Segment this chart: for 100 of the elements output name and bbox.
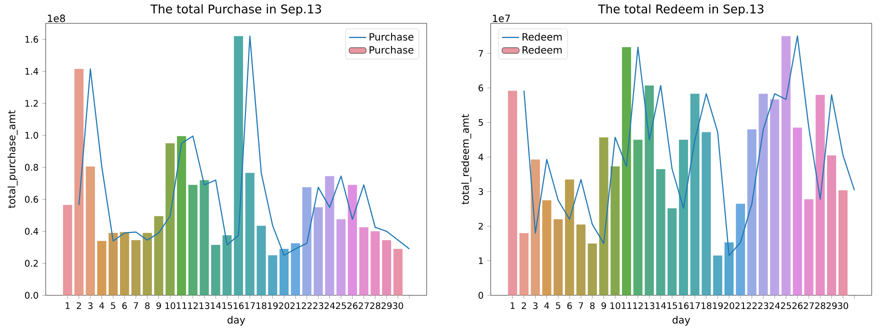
bar bbox=[325, 176, 334, 296]
bar bbox=[508, 90, 518, 296]
bar bbox=[222, 235, 232, 296]
bar bbox=[622, 47, 632, 296]
bar bbox=[108, 232, 118, 296]
x-tick-label: 12 bbox=[633, 302, 643, 309]
x-tick-label: 23 bbox=[313, 302, 324, 310]
chart-title: The total Purchase in Sep.13 bbox=[150, 4, 321, 16]
bar bbox=[644, 86, 654, 296]
y-tick-label: 6 bbox=[478, 84, 484, 92]
bar bbox=[142, 232, 152, 296]
x-tick-label: 4 bbox=[544, 302, 550, 309]
x-tick-label: 20 bbox=[724, 302, 734, 310]
x-tick-label: 1 bbox=[66, 302, 70, 309]
bar bbox=[599, 137, 608, 296]
bar bbox=[554, 219, 563, 296]
legend-label: Purchase bbox=[370, 32, 414, 41]
x-tick-label: 3 bbox=[88, 302, 92, 310]
y-tick-label: 4 bbox=[478, 154, 484, 160]
x-tick-label: 14 bbox=[210, 302, 221, 309]
bar bbox=[268, 255, 278, 296]
x-tick-label: 25 bbox=[336, 302, 346, 310]
bar bbox=[382, 240, 392, 296]
x-tick-label: 10 bbox=[610, 302, 620, 310]
x-tick-label: 13 bbox=[200, 302, 210, 310]
y-tick-label: 0.4 bbox=[25, 228, 38, 235]
y-tick-label: 1.2 bbox=[25, 100, 38, 107]
x-tick-label: 3 bbox=[533, 302, 538, 310]
x-tick-label: 7 bbox=[134, 302, 138, 309]
bar bbox=[154, 216, 164, 296]
y-tick-label: 2 bbox=[478, 222, 483, 230]
x-tick-label: 15 bbox=[222, 302, 232, 309]
bar bbox=[816, 94, 825, 296]
bar bbox=[131, 240, 140, 296]
x-tick-label: 7 bbox=[578, 302, 584, 309]
y-axis-title: total_purchase_amt bbox=[8, 110, 18, 208]
x-tick-label: 22 bbox=[302, 302, 312, 309]
y-tick-label: 5 bbox=[478, 119, 483, 126]
x-tick-label: 9 bbox=[601, 302, 606, 310]
x-tick-label: 5 bbox=[556, 302, 560, 309]
bar bbox=[97, 240, 106, 296]
bar bbox=[827, 155, 836, 296]
x-tick-label: 8 bbox=[590, 302, 595, 310]
x-tick-label: 18 bbox=[256, 302, 266, 310]
bar bbox=[758, 94, 768, 296]
bar bbox=[348, 184, 357, 296]
x-tick-label: 1 bbox=[510, 302, 515, 309]
legend-label: Purchase bbox=[370, 46, 414, 54]
y-tick-label: 1.4 bbox=[25, 68, 38, 75]
x-tick-label: 10 bbox=[165, 302, 176, 310]
bar bbox=[200, 180, 209, 296]
bar bbox=[336, 219, 346, 296]
y-axis-title: total_redeem_amt bbox=[461, 114, 472, 204]
x-tick-label: 19 bbox=[268, 302, 278, 310]
x-tick-label: 30 bbox=[838, 302, 848, 310]
bar bbox=[530, 159, 540, 296]
bar bbox=[702, 132, 711, 296]
bar bbox=[359, 227, 368, 296]
x-tick-label: 17 bbox=[690, 302, 700, 309]
bar bbox=[234, 36, 244, 296]
bar bbox=[280, 248, 289, 296]
bar bbox=[314, 207, 323, 296]
bar bbox=[678, 140, 688, 296]
bar bbox=[176, 136, 186, 296]
y-tick-label: 1 bbox=[478, 257, 483, 264]
bar bbox=[519, 233, 529, 296]
x-tick-label: 12 bbox=[188, 302, 198, 309]
y-tick-label: 0.8 bbox=[25, 164, 38, 171]
y-tick-label: 1.6 bbox=[25, 36, 38, 43]
legend-label: Redeem bbox=[522, 32, 562, 41]
bar bbox=[245, 172, 254, 296]
x-tick-label: 2 bbox=[76, 302, 81, 309]
bar bbox=[724, 242, 734, 296]
x-tick-label: 19 bbox=[712, 302, 723, 310]
bar bbox=[804, 199, 814, 296]
text: 1e8 bbox=[48, 14, 66, 22]
bar bbox=[747, 129, 756, 296]
legend-label: Redeem bbox=[522, 46, 562, 54]
y-tick-label: 0 bbox=[478, 292, 484, 299]
bar bbox=[770, 99, 780, 296]
bar bbox=[393, 248, 403, 296]
x-tick-label: 9 bbox=[156, 302, 161, 310]
bar bbox=[736, 204, 746, 296]
x-tick-label: 28 bbox=[370, 302, 380, 310]
y-tick-label: 0.6 bbox=[25, 196, 38, 203]
y-tick-label: 1.0 bbox=[25, 132, 38, 139]
bar bbox=[588, 243, 597, 296]
x-axis-title: day bbox=[228, 316, 246, 326]
bar bbox=[713, 256, 722, 296]
text: 1e7 bbox=[493, 14, 510, 22]
x-axis-title: day bbox=[672, 316, 690, 326]
x-tick-label: 29 bbox=[826, 302, 837, 310]
x-tick-label: 24 bbox=[324, 302, 335, 309]
x-tick-label: 21 bbox=[290, 302, 300, 309]
bar bbox=[211, 244, 220, 296]
x-tick-label: 11 bbox=[176, 302, 186, 309]
bar bbox=[86, 166, 95, 296]
x-tick-label: 20 bbox=[279, 302, 290, 310]
bar bbox=[564, 180, 574, 296]
x-tick-label: 6 bbox=[567, 302, 572, 310]
